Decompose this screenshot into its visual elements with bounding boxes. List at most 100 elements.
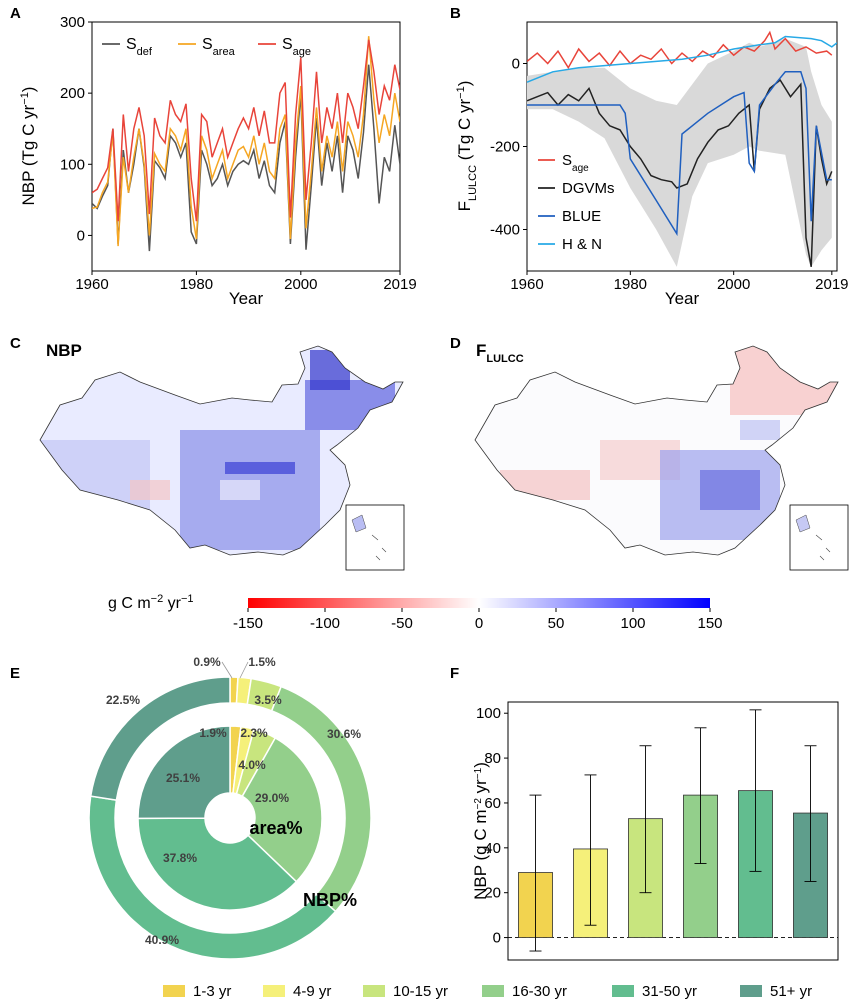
nbp-ring-label: 40.9% <box>145 933 179 947</box>
panel-b-legend-label: BLUE <box>562 208 601 225</box>
panel-b-series-blue <box>527 71 832 237</box>
colorbar-tick-label: 150 <box>697 615 722 632</box>
bottom-legend: 1-3 yr 4-9 yr 10-15 yr 16-30 yr 31-50 yr 51+ … <box>163 983 812 1000</box>
area-ring-label: 37.8% <box>163 851 197 865</box>
panel-b-ytick-label: -200 <box>490 139 520 156</box>
panel-b-xlabel: Year <box>665 289 700 308</box>
panel-b-xtick-label: 2000 <box>717 276 750 293</box>
panel-b-line-chart: 1960 1980 2000 2019 0 -200 -400 Year FLULCC (T… <box>455 21 849 308</box>
panel-d-flulcc-map: FLULCC <box>474 341 849 571</box>
panel-letter-c: C <box>10 335 21 352</box>
panel-b-legend-label: Sage <box>562 152 589 174</box>
area-ring-label: 2.3% <box>240 726 268 740</box>
panel-f-bar-chart: 0 20 40 60 80 100 NBP (g C m−2 yr−1) <box>471 701 839 961</box>
nbp-ring-leader <box>239 661 249 679</box>
colorbar-label: g C m−2 yr−1 <box>108 593 194 612</box>
panel-letter-b: B <box>450 5 461 22</box>
area-ring-slice <box>137 817 298 911</box>
bottom-legend-label: 1-3 yr <box>193 983 231 1000</box>
bottom-legend-label: 10-15 yr <box>393 983 448 1000</box>
panel-f-ylabel: NBP (g C m−2 yr−1) <box>471 762 490 900</box>
area-ring-label: 4.0% <box>238 758 266 772</box>
area-ring-slice <box>241 736 323 883</box>
panel-f-ytick-label: 40 <box>484 840 501 857</box>
panel-a-ylabel: NBP (Tg C yr−1) <box>19 87 38 206</box>
panel-a-xtick-label: 1980 <box>180 276 213 293</box>
panel-a-legend-label: Sage <box>282 36 311 58</box>
bottom-legend-swatch <box>740 985 762 997</box>
panel-b-series-age <box>527 30 833 70</box>
panel-b-series-dgvms <box>527 78 833 268</box>
colorbar-tick-label: 50 <box>548 615 565 632</box>
nbp-ring-label: 3.5% <box>254 693 282 707</box>
panel-b-xtick-label: 1980 <box>614 276 647 293</box>
nbp-ring-label: 22.5% <box>106 693 140 707</box>
nbp-ring-label: 1.5% <box>248 655 276 669</box>
panel-f-ytick-label: 0 <box>493 930 501 947</box>
panel-b-legend-label: H & N <box>562 236 602 253</box>
panel-b-legend-label: DGVMs <box>562 180 615 197</box>
panel-letter-a: A <box>10 5 21 22</box>
ring-name-nbp: NBP% <box>303 890 357 910</box>
panel-f-frame <box>507 701 839 961</box>
colorbar: g C m−2 yr−1 -150 -100 -50 0 50 100 150 <box>108 593 723 632</box>
bottom-legend-swatch <box>163 985 185 997</box>
panel-a-xtick-label: 2019 <box>383 276 416 293</box>
panel-c-nbp-map: NBP <box>39 341 405 571</box>
panel-f-bar <box>683 794 718 938</box>
bottom-legend-label: 31-50 yr <box>642 983 697 1000</box>
panel-a-ytick-label: 100 <box>60 156 85 173</box>
bottom-legend-label: 4-9 yr <box>293 983 331 1000</box>
panel-b-xtick-label: 1960 <box>510 276 543 293</box>
panel-d-title: FLULCC <box>476 341 524 365</box>
panel-a-legend-label: Sdef <box>126 36 153 58</box>
panel-c-title: NBP <box>46 341 82 360</box>
colorbar-tick-label: -150 <box>233 615 263 632</box>
bottom-legend-label: 16-30 yr <box>512 983 567 1000</box>
panel-f-ytick-label: 80 <box>484 750 501 767</box>
panel-a-legend: Sdef Sarea Sage <box>102 36 311 58</box>
panel-b-ytick-label: -400 <box>490 222 520 239</box>
panel-b-dgvm-range-band <box>527 38 832 267</box>
panel-a-xtick-label: 1960 <box>75 276 108 293</box>
area-ring-label: 1.9% <box>199 726 227 740</box>
panel-a-series-area <box>92 36 400 247</box>
panel-b-ytick-label: 0 <box>512 56 520 73</box>
bottom-legend-swatch <box>612 985 634 997</box>
colorbar-tick-label: 100 <box>620 615 645 632</box>
bottom-legend-label: 51+ yr <box>770 983 812 1000</box>
colorbar-gradient <box>248 598 710 608</box>
colorbar-tick-label: -50 <box>391 615 413 632</box>
panel-a-frame <box>91 21 401 272</box>
panel-f-ytick-label: 60 <box>484 795 501 812</box>
panel-b-series-h-n <box>527 35 837 83</box>
area-ring-label: 29.0% <box>255 791 289 805</box>
panel-f-ytick-label: 20 <box>484 885 501 902</box>
panel-a-xtick-label: 2000 <box>284 276 317 293</box>
panel-a-ytick-label: 0 <box>77 227 85 244</box>
panel-a-ytick-label: 300 <box>60 14 85 31</box>
panel-a-series-def <box>92 64 400 252</box>
colorbar-tick-label: 0 <box>475 615 483 632</box>
map-d-fill <box>475 346 838 555</box>
panel-a-legend-label: Sarea <box>202 36 236 58</box>
bottom-legend-swatch <box>363 985 385 997</box>
nbp-ring-label: 0.9% <box>193 655 221 669</box>
panel-e-donut-chart: 0.9% 1.5% 3.5% 30.6% 40.9% 22.5% 1.9% 2.3% 4.0% 2… <box>88 655 372 960</box>
nbp-ring-leader <box>221 661 233 679</box>
nbp-ring-slice <box>89 676 231 802</box>
panel-letter-f: F <box>450 665 459 682</box>
area-ring-label: 25.1% <box>166 771 200 785</box>
panel-letter-e: E <box>10 665 20 682</box>
panel-b-legend: Sage DGVMs BLUE H & N <box>538 152 615 253</box>
bottom-legend-swatch <box>263 985 285 997</box>
panel-a-xlabel: Year <box>229 289 264 308</box>
colorbar-tick-label: -100 <box>310 615 340 632</box>
panel-letter-d: D <box>450 335 461 352</box>
panel-a-series-age <box>92 39 400 222</box>
ring-name-area: area% <box>249 818 302 838</box>
panel-f-ytick-label: 100 <box>476 705 501 722</box>
panel-b-xtick-label: 2019 <box>815 276 848 293</box>
area-ring-slice <box>137 725 231 820</box>
